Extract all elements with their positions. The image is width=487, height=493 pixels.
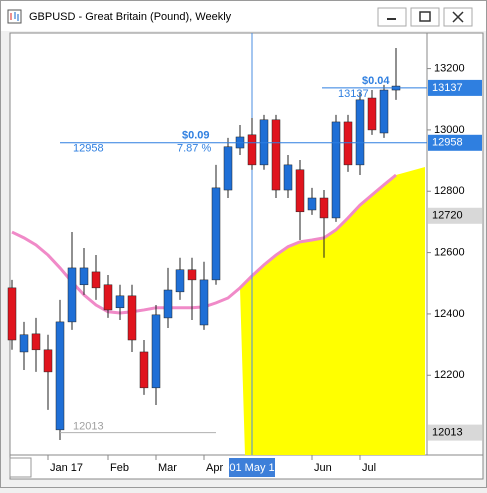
level-box <box>428 424 482 441</box>
projection-area <box>240 166 425 455</box>
candle-body <box>43 349 53 373</box>
candle-body <box>67 267 77 323</box>
candle-body <box>211 187 221 281</box>
maximize-button[interactable] <box>410 7 440 27</box>
candle-body <box>247 134 257 166</box>
x-tick-label: Jun <box>314 462 332 474</box>
candle-body <box>283 164 293 191</box>
candle-body <box>343 121 353 166</box>
level-box <box>428 207 482 224</box>
candle-body <box>7 287 17 341</box>
level-text: 13137 <box>338 88 369 100</box>
candle-body <box>31 333 41 351</box>
candle-body <box>115 295 125 309</box>
candle-body <box>331 121 341 219</box>
y-tick-label: 12200 <box>434 369 465 381</box>
y-tick-label: 13000 <box>434 124 465 136</box>
candle-body <box>79 267 89 286</box>
minimize-button[interactable] <box>377 7 407 27</box>
level-text: 12013 <box>73 421 104 433</box>
level-label: 12720 <box>432 210 463 222</box>
x-tick-label: Feb <box>110 462 129 474</box>
candle-body <box>175 269 185 293</box>
annotation: 7.87 % <box>177 143 211 155</box>
x-tick-label: 01 May 1 <box>229 462 274 474</box>
candle-body <box>367 97 377 131</box>
window-title: GBPUSD - Great Britain (Pound), Weekly <box>29 11 232 23</box>
y-tick-label: 13200 <box>434 62 465 74</box>
candle-body <box>271 119 281 191</box>
candle-body <box>199 279 209 326</box>
cursor-time-box <box>229 458 275 477</box>
candle-body <box>91 271 101 289</box>
candle-body <box>295 169 305 213</box>
y-tick-label: 12800 <box>434 185 465 197</box>
candle-body <box>163 289 173 319</box>
x-tick-label: Jul <box>362 462 376 474</box>
candle-body <box>103 284 113 311</box>
y-tick-label: 12400 <box>434 308 465 320</box>
level-box <box>428 79 482 96</box>
candle-body <box>379 89 389 134</box>
candle-body <box>307 197 317 211</box>
close-button[interactable] <box>443 7 473 27</box>
x-tick-label: Apr <box>206 462 223 474</box>
candle-body <box>55 321 65 431</box>
level-text: 12958 <box>73 143 104 155</box>
x-tick-label: Mar <box>158 462 177 474</box>
candle-body <box>127 295 137 341</box>
annotation: $0.04 <box>362 75 390 87</box>
candle-body <box>223 146 233 191</box>
level-label: 12013 <box>432 427 463 439</box>
candle-body <box>151 314 161 389</box>
candle-body <box>355 99 365 166</box>
price-axis <box>426 32 484 456</box>
candle-body <box>319 197 329 219</box>
level-label: 12958 <box>432 137 463 149</box>
level-box <box>428 134 482 151</box>
level-label: 13137 <box>432 82 463 94</box>
candle-body <box>187 269 197 281</box>
y-tick-label: 12600 <box>434 246 465 258</box>
candle-body <box>139 351 149 389</box>
annotation: $0.09 <box>182 130 210 142</box>
x-tick-label: Jan 17 <box>50 462 83 474</box>
app-icon <box>7 9 22 24</box>
corner-box[interactable] <box>9 457 32 478</box>
candle-body <box>19 334 29 353</box>
